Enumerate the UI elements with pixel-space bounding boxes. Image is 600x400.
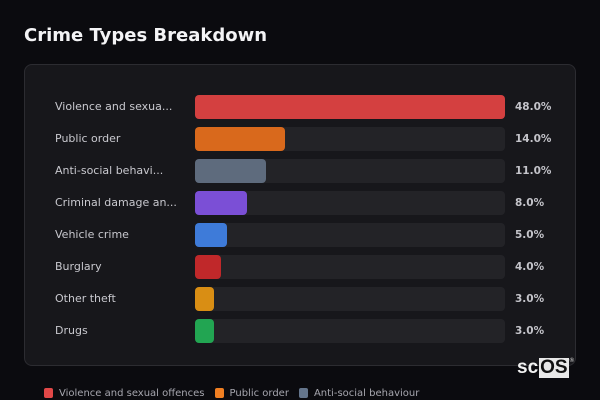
bar-value: 11.0% xyxy=(515,165,552,177)
bar-label: Anti-social behavi... xyxy=(55,164,164,177)
bar-value: 48.0% xyxy=(515,101,552,113)
bar-track xyxy=(195,287,505,311)
bar-fill[interactable] xyxy=(195,95,505,119)
legend-label: Anti-social behaviour xyxy=(313,387,420,399)
legend-item[interactable]: Violence and sexual offences xyxy=(44,388,205,399)
bar-fill[interactable] xyxy=(195,223,227,247)
bar-label: Vehicle crime xyxy=(55,228,129,241)
bar-value: 4.0% xyxy=(515,261,545,273)
bar-label: Violence and sexua... xyxy=(55,100,173,113)
bar-row: Vehicle crime 5.0% xyxy=(25,223,575,247)
bar-track xyxy=(195,223,505,247)
bar-label: Public order xyxy=(55,132,121,145)
bar-fill[interactable] xyxy=(195,319,214,343)
bar-track xyxy=(195,127,505,151)
legend-swatch-icon xyxy=(44,388,53,398)
bar-value: 8.0% xyxy=(515,197,545,209)
bar-row: Violence and sexua... 48.0% xyxy=(25,95,575,119)
bar-row: Drugs 3.0% xyxy=(25,319,575,343)
logo-text-sc: sc xyxy=(517,357,539,378)
bar-fill[interactable] xyxy=(195,191,247,215)
bar-row: Criminal damage an... 8.0% xyxy=(25,191,575,215)
chart-legend: Violence and sexual offences Public order… xyxy=(44,386,419,400)
bar-fill[interactable] xyxy=(195,127,285,151)
registered-mark: ® xyxy=(569,358,575,364)
bar-track xyxy=(195,159,505,183)
bar-label: Burglary xyxy=(55,260,102,273)
bar-label: Drugs xyxy=(55,324,88,337)
bar-track xyxy=(195,255,505,279)
legend-item[interactable]: Anti-social behaviour xyxy=(298,387,420,399)
bar-row: Burglary 4.0% xyxy=(25,255,575,279)
bar-fill[interactable] xyxy=(195,159,266,183)
bar-row: Public order 14.0% xyxy=(25,127,575,151)
bar-value: 5.0% xyxy=(515,229,545,241)
bar-fill[interactable] xyxy=(195,287,214,311)
chart-card: Violence and sexua... 48.0% Public order 14… xyxy=(24,64,576,366)
bar-row: Anti-social behavi... 11.0% xyxy=(25,159,575,183)
bar-track xyxy=(195,319,505,343)
legend-label: Violence and sexual offences xyxy=(59,387,205,399)
bar-value: 3.0% xyxy=(515,325,545,337)
bar-fill[interactable] xyxy=(195,255,221,279)
legend-label: Public order xyxy=(229,387,289,399)
bar-label: Criminal damage an... xyxy=(55,196,177,209)
legend-swatch-icon xyxy=(214,388,224,398)
bar-value: 14.0% xyxy=(515,133,552,145)
scos-logo: sc OS ® xyxy=(517,358,574,378)
bar-row: Other theft 3.0% xyxy=(25,287,575,311)
bar-track xyxy=(195,191,505,215)
bar-value: 3.0% xyxy=(515,293,545,305)
legend-swatch-icon xyxy=(298,388,308,398)
bar-label: Other theft xyxy=(55,292,116,305)
legend-item[interactable]: Public order xyxy=(214,387,289,399)
chart-title: Crime Types Breakdown xyxy=(24,25,268,46)
logo-text-os: OS xyxy=(539,357,569,378)
bar-track xyxy=(195,95,505,119)
